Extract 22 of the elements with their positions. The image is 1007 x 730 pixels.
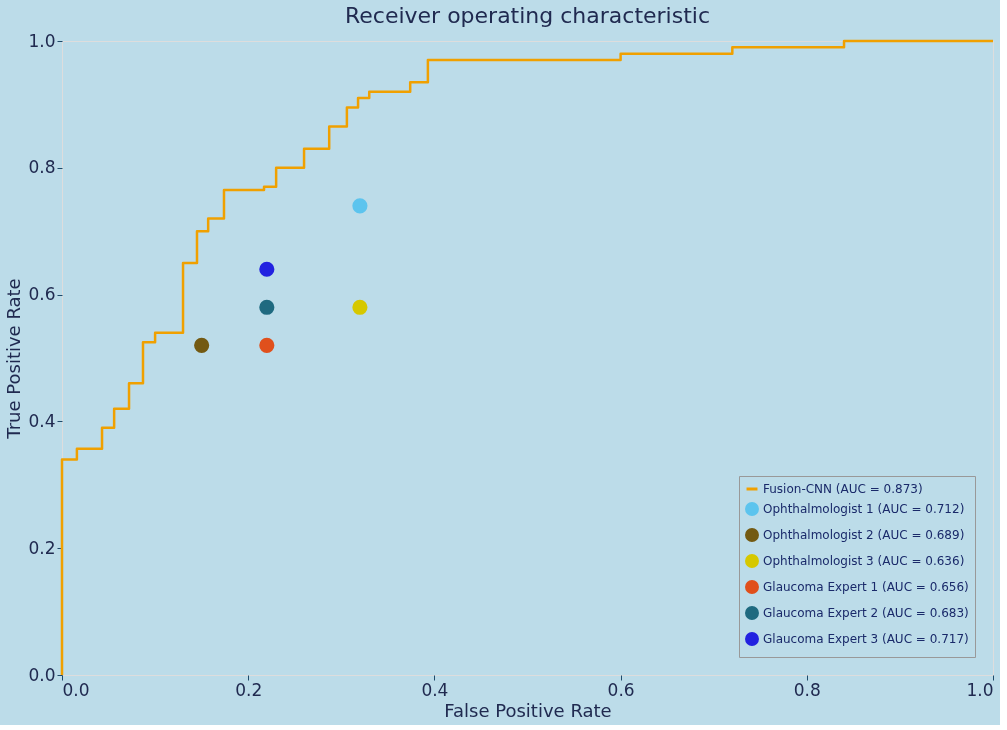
legend-label: Glaucoma Expert 3 (AUC = 0.717): [763, 632, 969, 646]
y-tick-label: 0.8: [28, 157, 56, 178]
legend-label: Glaucoma Expert 1 (AUC = 0.656): [763, 580, 969, 594]
legend-label: Ophthalmologist 1 (AUC = 0.712): [763, 502, 965, 516]
chart-title: Receiver operating characteristic: [344, 3, 711, 28]
legend-label: Glaucoma Expert 2 (AUC = 0.683): [763, 606, 969, 620]
y-tick-label: 0.4: [28, 410, 56, 431]
x-tick-label: 0.2: [235, 679, 263, 700]
y-tick-label: 1.0: [28, 30, 56, 51]
legend-label: Ophthalmologist 3 (AUC = 0.636): [763, 554, 965, 568]
y-tick-label: 0.6: [28, 284, 56, 305]
x-tick-label: 0.8: [793, 679, 821, 700]
y-axis-title: True Positive Rate: [3, 278, 25, 440]
legend-label: Ophthalmologist 2 (AUC = 0.689): [763, 528, 965, 542]
y-tick-label: 0.2: [28, 537, 56, 558]
y-tick-label: 0.0: [28, 664, 56, 685]
x-axis-title: False Positive Rate: [444, 699, 612, 721]
x-tick-label: 1.0: [966, 679, 994, 700]
x-tick-label: 0.4: [421, 679, 449, 700]
x-tick-label: 0.6: [607, 679, 635, 700]
legend-label: Fusion-CNN (AUC = 0.873): [763, 482, 923, 496]
x-tick-label: 0.0: [62, 679, 90, 700]
